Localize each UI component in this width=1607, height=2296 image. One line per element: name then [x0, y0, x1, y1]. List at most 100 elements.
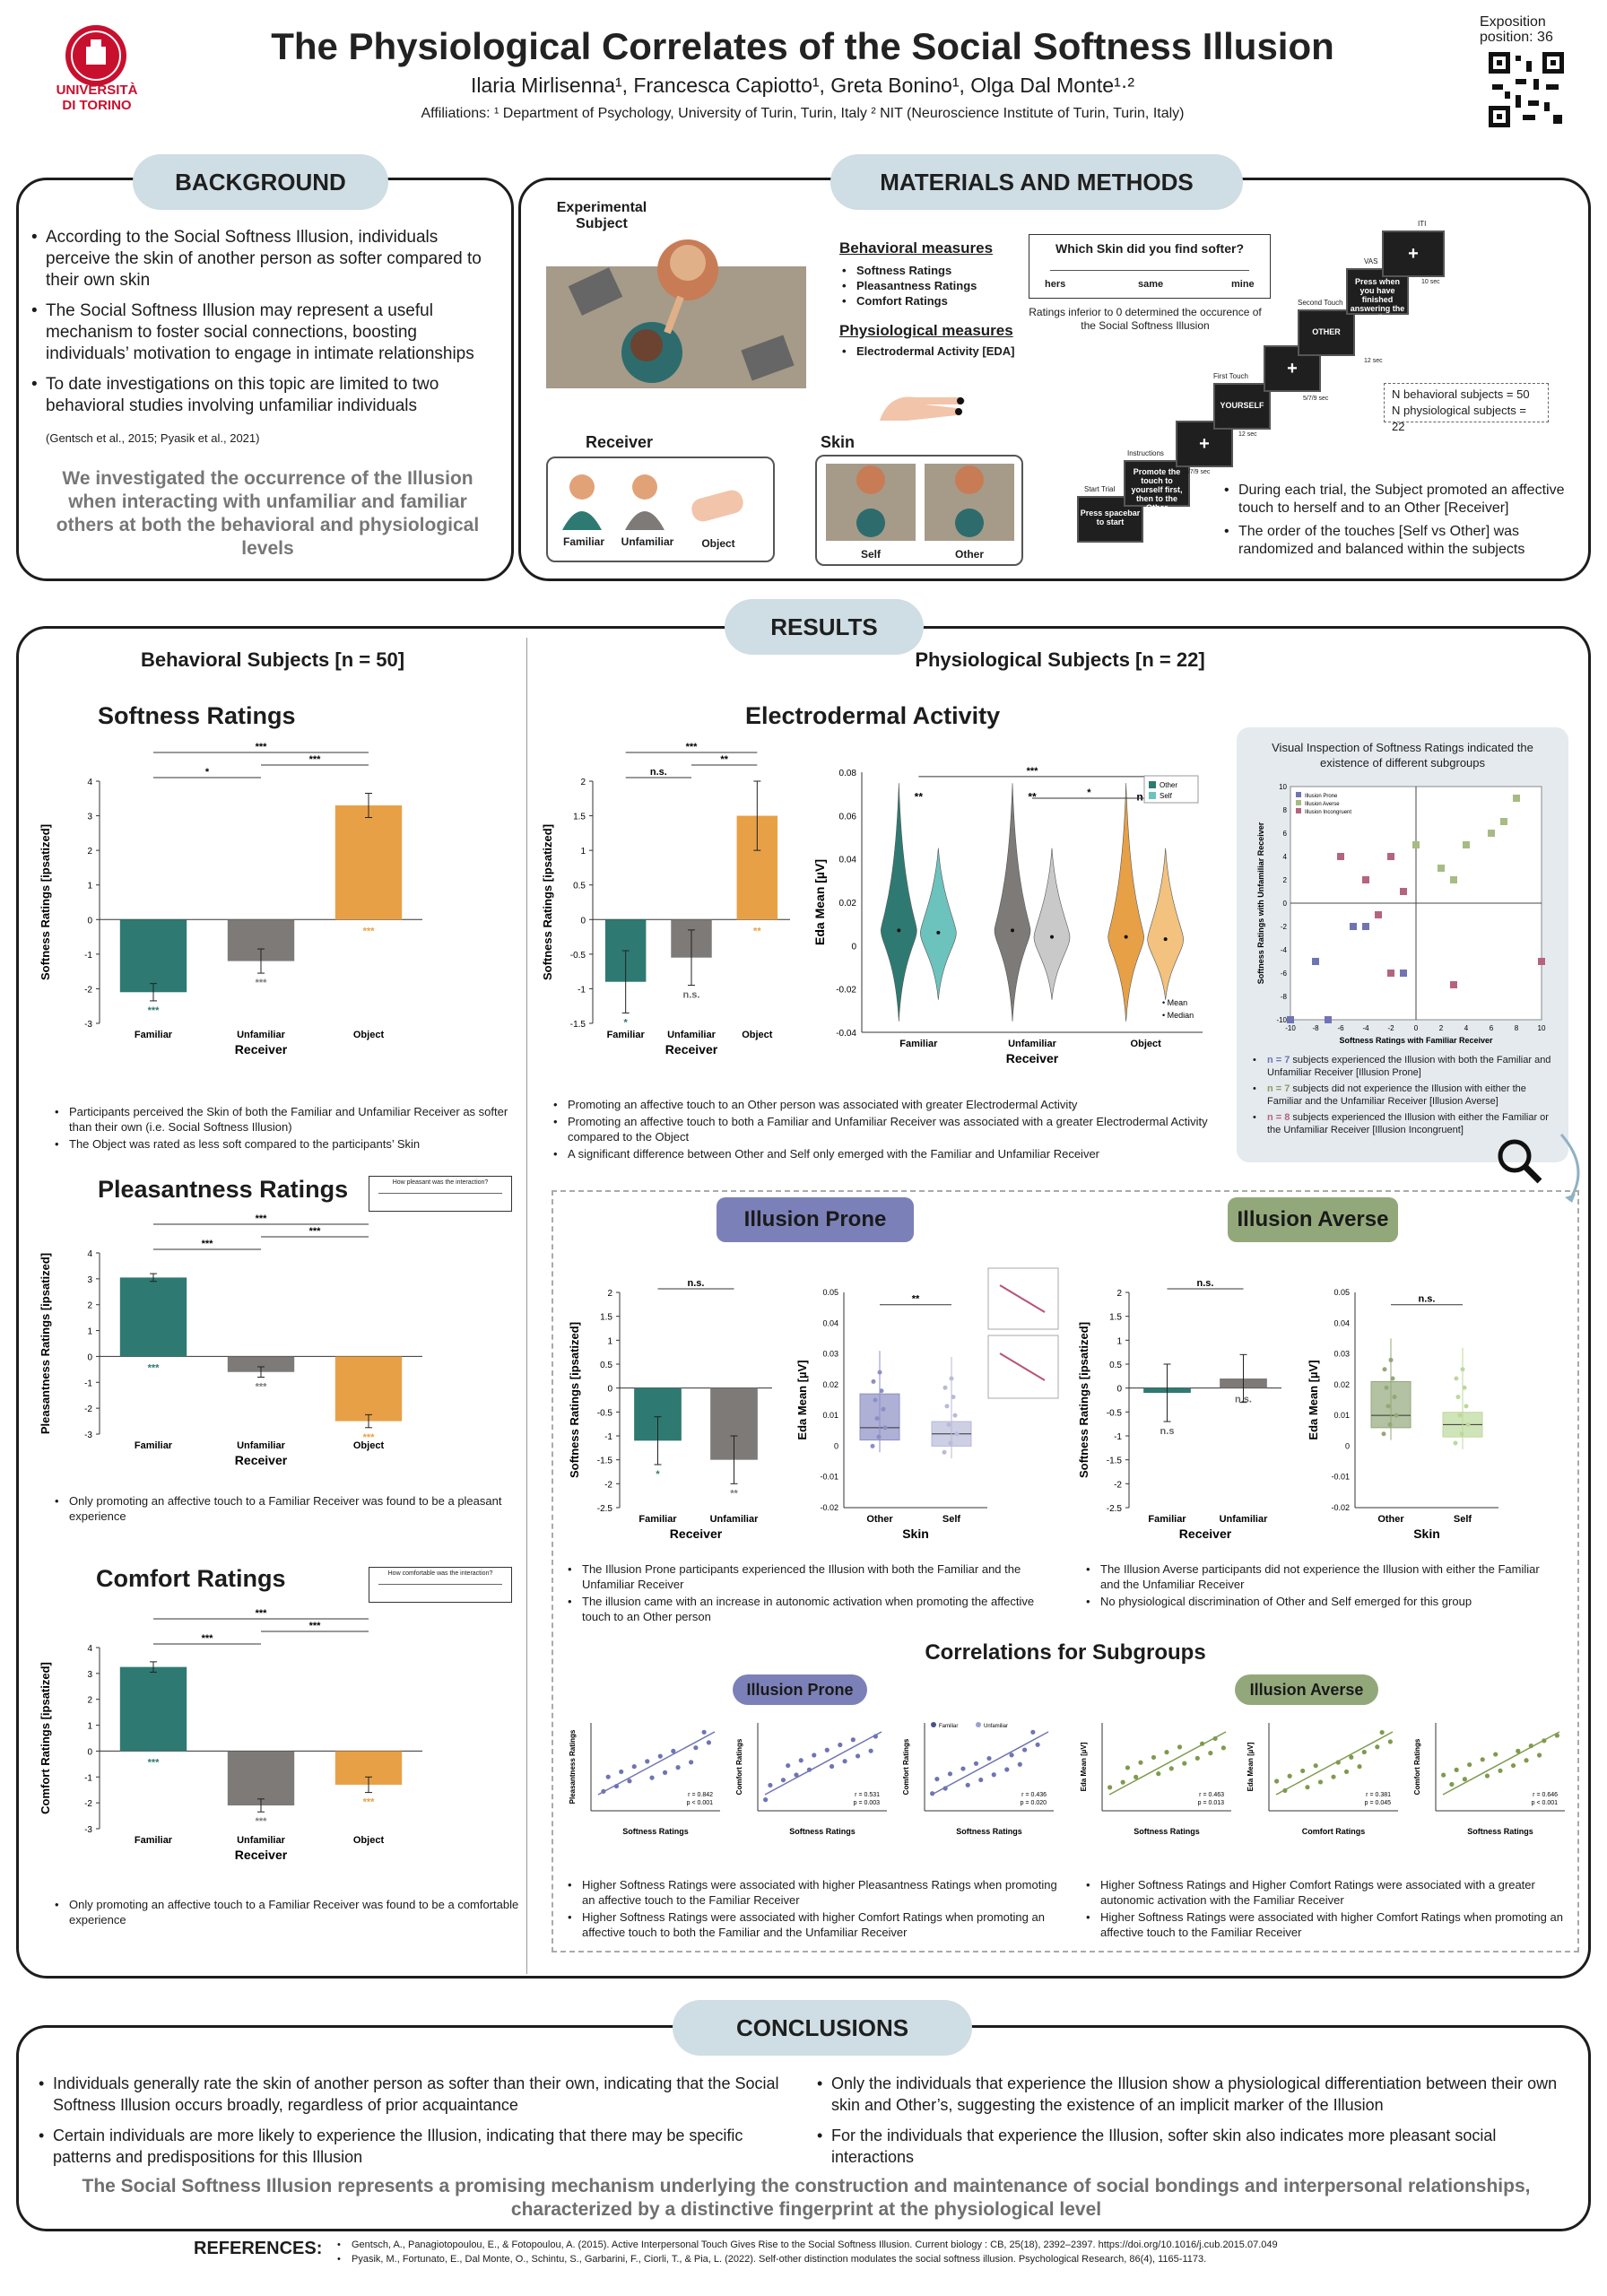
eda-note: A significant difference between Other a… [553, 1146, 1235, 1161]
scatter-point [1030, 1729, 1036, 1735]
qr-code-icon[interactable] [1489, 52, 1564, 127]
stat-p: p = 0.045 [1365, 1800, 1391, 1806]
prone-inset-charts [987, 1267, 1059, 1399]
legend-swatch [976, 1722, 981, 1727]
significance-label: *** [256, 1816, 268, 1827]
correlations-title: Correlations for Subgroups [925, 1640, 1206, 1665]
scatter-point [824, 1747, 830, 1752]
scatter-point [856, 1753, 861, 1759]
data-point [1454, 1376, 1459, 1381]
receiver-label: Receiver [586, 433, 654, 451]
scatter-point [1287, 1016, 1294, 1023]
methods-item: The order of the touches [Self vs Other]… [1224, 523, 1574, 559]
scatter-point [645, 1759, 650, 1764]
skin-other: Other [954, 548, 984, 561]
x-tick-label: 8 [1515, 1024, 1519, 1032]
y-tick-label: 1 [87, 1327, 92, 1337]
subgroup-averse-n: n = 7 [1267, 1083, 1290, 1094]
stat-p: p < 0.001 [687, 1800, 713, 1806]
significance-label: * [624, 1017, 629, 1028]
violin-self [1033, 848, 1071, 1000]
x-tick-label: Familiar [135, 1440, 173, 1451]
eda-hand-icon [880, 396, 965, 421]
data-point [873, 1397, 878, 1403]
step-label-first-touch: First Touch [1213, 372, 1248, 380]
vas-card [1029, 234, 1271, 299]
receiver-box [546, 457, 775, 562]
y-tick-label: -0.5 [1107, 1408, 1123, 1418]
y-tick-label: 2 [87, 1696, 92, 1706]
scatter-point [763, 1797, 769, 1803]
methods-list: During each trial, the Subject promoted … [1224, 482, 1574, 568]
results-panel: Behavioral Subjects [n = 50] Physiologic… [16, 626, 1591, 1979]
bar [334, 805, 403, 920]
significance-label: *** [363, 1797, 376, 1808]
scatter-point [986, 1755, 992, 1761]
bracket-label: *** [256, 1608, 268, 1619]
data-point [1394, 1413, 1399, 1418]
y-tick-label: 2 [87, 847, 92, 857]
corr-averse-tag: Illusion Averse [1235, 1674, 1378, 1705]
y-axis-label: Comfort Ratings [735, 1738, 743, 1795]
corr-averse-2-chart: r = 0.381 p = 0.045 Comfort Ratings Eda Mea… [1247, 1723, 1398, 1836]
y-tick-label: 0.02 [822, 1380, 838, 1389]
university-line-1: UNIVERSITÀ [56, 83, 138, 98]
receiver-object: Object [701, 537, 735, 550]
poster-title: The Physiological Correlates of the Soci… [271, 25, 1334, 67]
x-axis-label: Softness Ratings [1134, 1827, 1200, 1836]
y-tick-label: 1 [87, 1722, 92, 1732]
median-dot [1050, 935, 1054, 939]
references-label: REFERENCES: [194, 2239, 323, 2258]
y-axis-label: Softness Ratings [ipsatized] [568, 1322, 581, 1478]
university-name: UNIVERSITÀ DI TORINO [43, 83, 151, 113]
regression-line [764, 1731, 882, 1796]
y-tick-label: 4 [87, 778, 92, 787]
scatter-point [1009, 1752, 1014, 1758]
stat-p: p = 0.020 [1021, 1800, 1047, 1806]
softness-note: Participants perceived the Skin of both … [55, 1104, 521, 1135]
scatter-point [934, 1776, 940, 1782]
y-tick-label: -2 [84, 1799, 92, 1809]
x-tick-label: Unfamiliar [1008, 1039, 1057, 1049]
scatter-point [1312, 958, 1319, 965]
x-axis-label: Receiver [235, 1848, 288, 1862]
background-panel: According to the Social Softness Illusio… [16, 178, 514, 581]
skin-box [815, 455, 1023, 566]
significance-label: n.s [1160, 1426, 1175, 1437]
scatter-point [1168, 1766, 1174, 1771]
x-tick-label: Other [866, 1514, 893, 1525]
conclusions-right: Only the individuals that experience the… [817, 2073, 1570, 2177]
y-tick-label: 10 [1279, 783, 1287, 791]
data-point [1460, 1367, 1465, 1372]
violin-other [881, 783, 917, 1022]
step-label-vas: VAS [1364, 257, 1378, 265]
y-tick-label: -1 [84, 1378, 92, 1388]
scatter-point [930, 1791, 935, 1796]
scatter-point [794, 1772, 799, 1778]
data-point [954, 1431, 960, 1437]
scatter-point [1325, 1016, 1332, 1023]
y-tick-label: -2 [604, 1480, 612, 1490]
y-tick-label: 1.5 [600, 1313, 612, 1323]
softness-title: Softness Ratings [98, 702, 296, 729]
y-tick-label: -4 [1281, 946, 1288, 954]
stat-p: p = 0.013 [1198, 1800, 1224, 1806]
x-axis-label: Receiver [670, 1526, 723, 1541]
bracket-label: * [1087, 787, 1091, 798]
y-tick-label: -10 [1276, 1016, 1287, 1024]
conclusion-item: Individuals generally rate the skin of a… [39, 2073, 792, 2116]
y-tick-label: 0 [834, 1441, 838, 1450]
eda-notes: Promoting an affective touch to an Other… [553, 1097, 1235, 1170]
scatter-point [1412, 841, 1420, 848]
step-time-5: 10 sec [1421, 279, 1440, 285]
y-tick-label: -2 [1114, 1480, 1122, 1490]
x-tick-label: Object [1131, 1039, 1162, 1049]
bar [119, 1277, 187, 1357]
scatter-point [1387, 853, 1394, 860]
eda-note: Promoting an affective touch to an Other… [553, 1097, 1235, 1112]
bracket-label: n.s. [688, 1278, 705, 1289]
corr-prone-note: Higher Softness Ratings were associated … [568, 1877, 1070, 1908]
physio-header: Physiological Subjects [n = 22] [915, 648, 1205, 671]
x-axis-label: Receiver [1006, 1051, 1059, 1065]
median-dot [897, 928, 901, 933]
